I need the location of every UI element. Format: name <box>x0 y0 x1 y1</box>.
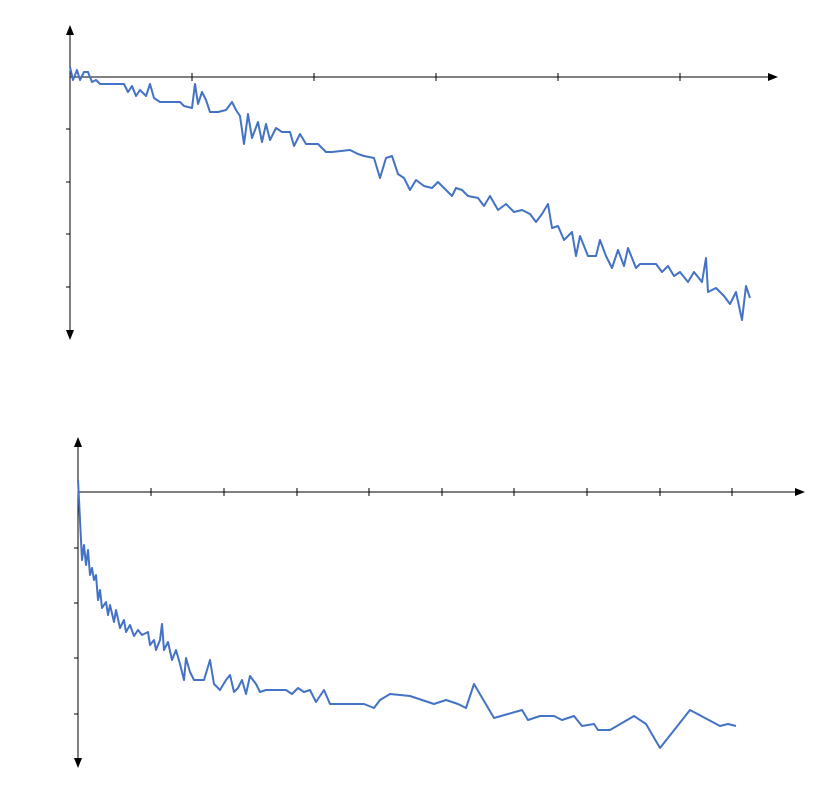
chart <box>74 437 805 768</box>
y-axis-arrow <box>74 758 82 768</box>
x-axis-arrow <box>768 73 778 81</box>
y-axis-arrow <box>74 437 82 447</box>
data-line <box>69 66 751 321</box>
x-axis-arrow <box>795 488 805 496</box>
chart <box>66 25 778 340</box>
data-line <box>77 479 737 749</box>
y-axis-arrow <box>66 330 74 340</box>
y-axis-arrow <box>66 25 74 35</box>
